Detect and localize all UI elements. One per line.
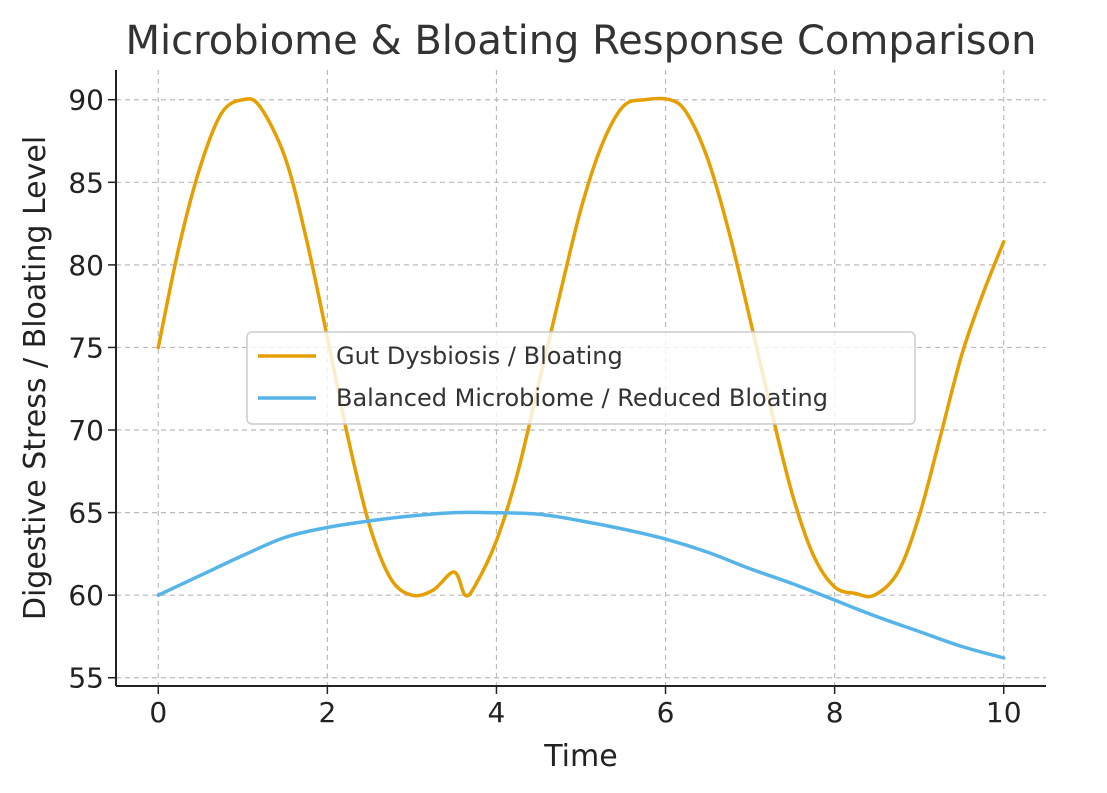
x-tick-label: 0 (149, 696, 167, 729)
y-tick-label: 90 (68, 84, 104, 117)
chart-title: Microbiome & Bloating Response Compariso… (126, 18, 1037, 64)
legend: Gut Dysbiosis / Bloating Balanced Microb… (246, 331, 916, 425)
series-lines (156, 96, 1006, 660)
y-tick-label: 85 (68, 166, 104, 199)
y-tick-label: 60 (68, 579, 104, 612)
x-ticks: 0 2 4 6 8 10 (149, 686, 1022, 729)
y-tick-label: 70 (68, 414, 104, 447)
y-axis-label: Digestive Stress / Bloating Level (18, 136, 53, 620)
x-axis-label: Time (543, 739, 617, 774)
y-ticks: 55 60 65 70 75 80 85 90 (68, 84, 116, 695)
legend-box (246, 331, 916, 425)
series-line-balanced-microbiome (156, 510, 1006, 660)
x-tick-label: 2 (318, 696, 336, 729)
legend-label-dysbiosis: Gut Dysbiosis / Bloating (336, 342, 623, 370)
y-tick-label: 55 (68, 662, 104, 695)
x-tick-label: 10 (986, 696, 1022, 729)
y-tick-label: 65 (68, 497, 104, 530)
y-tick-label: 80 (68, 249, 104, 282)
x-tick-label: 4 (488, 696, 506, 729)
x-tick-label: 6 (657, 696, 675, 729)
legend-label-balanced: Balanced Microbiome / Reduced Bloating (336, 384, 828, 412)
series-line-gut-dysbiosis (156, 96, 1006, 599)
y-tick-label: 75 (68, 331, 104, 364)
axes (115, 70, 1046, 687)
x-tick-label: 8 (826, 696, 844, 729)
